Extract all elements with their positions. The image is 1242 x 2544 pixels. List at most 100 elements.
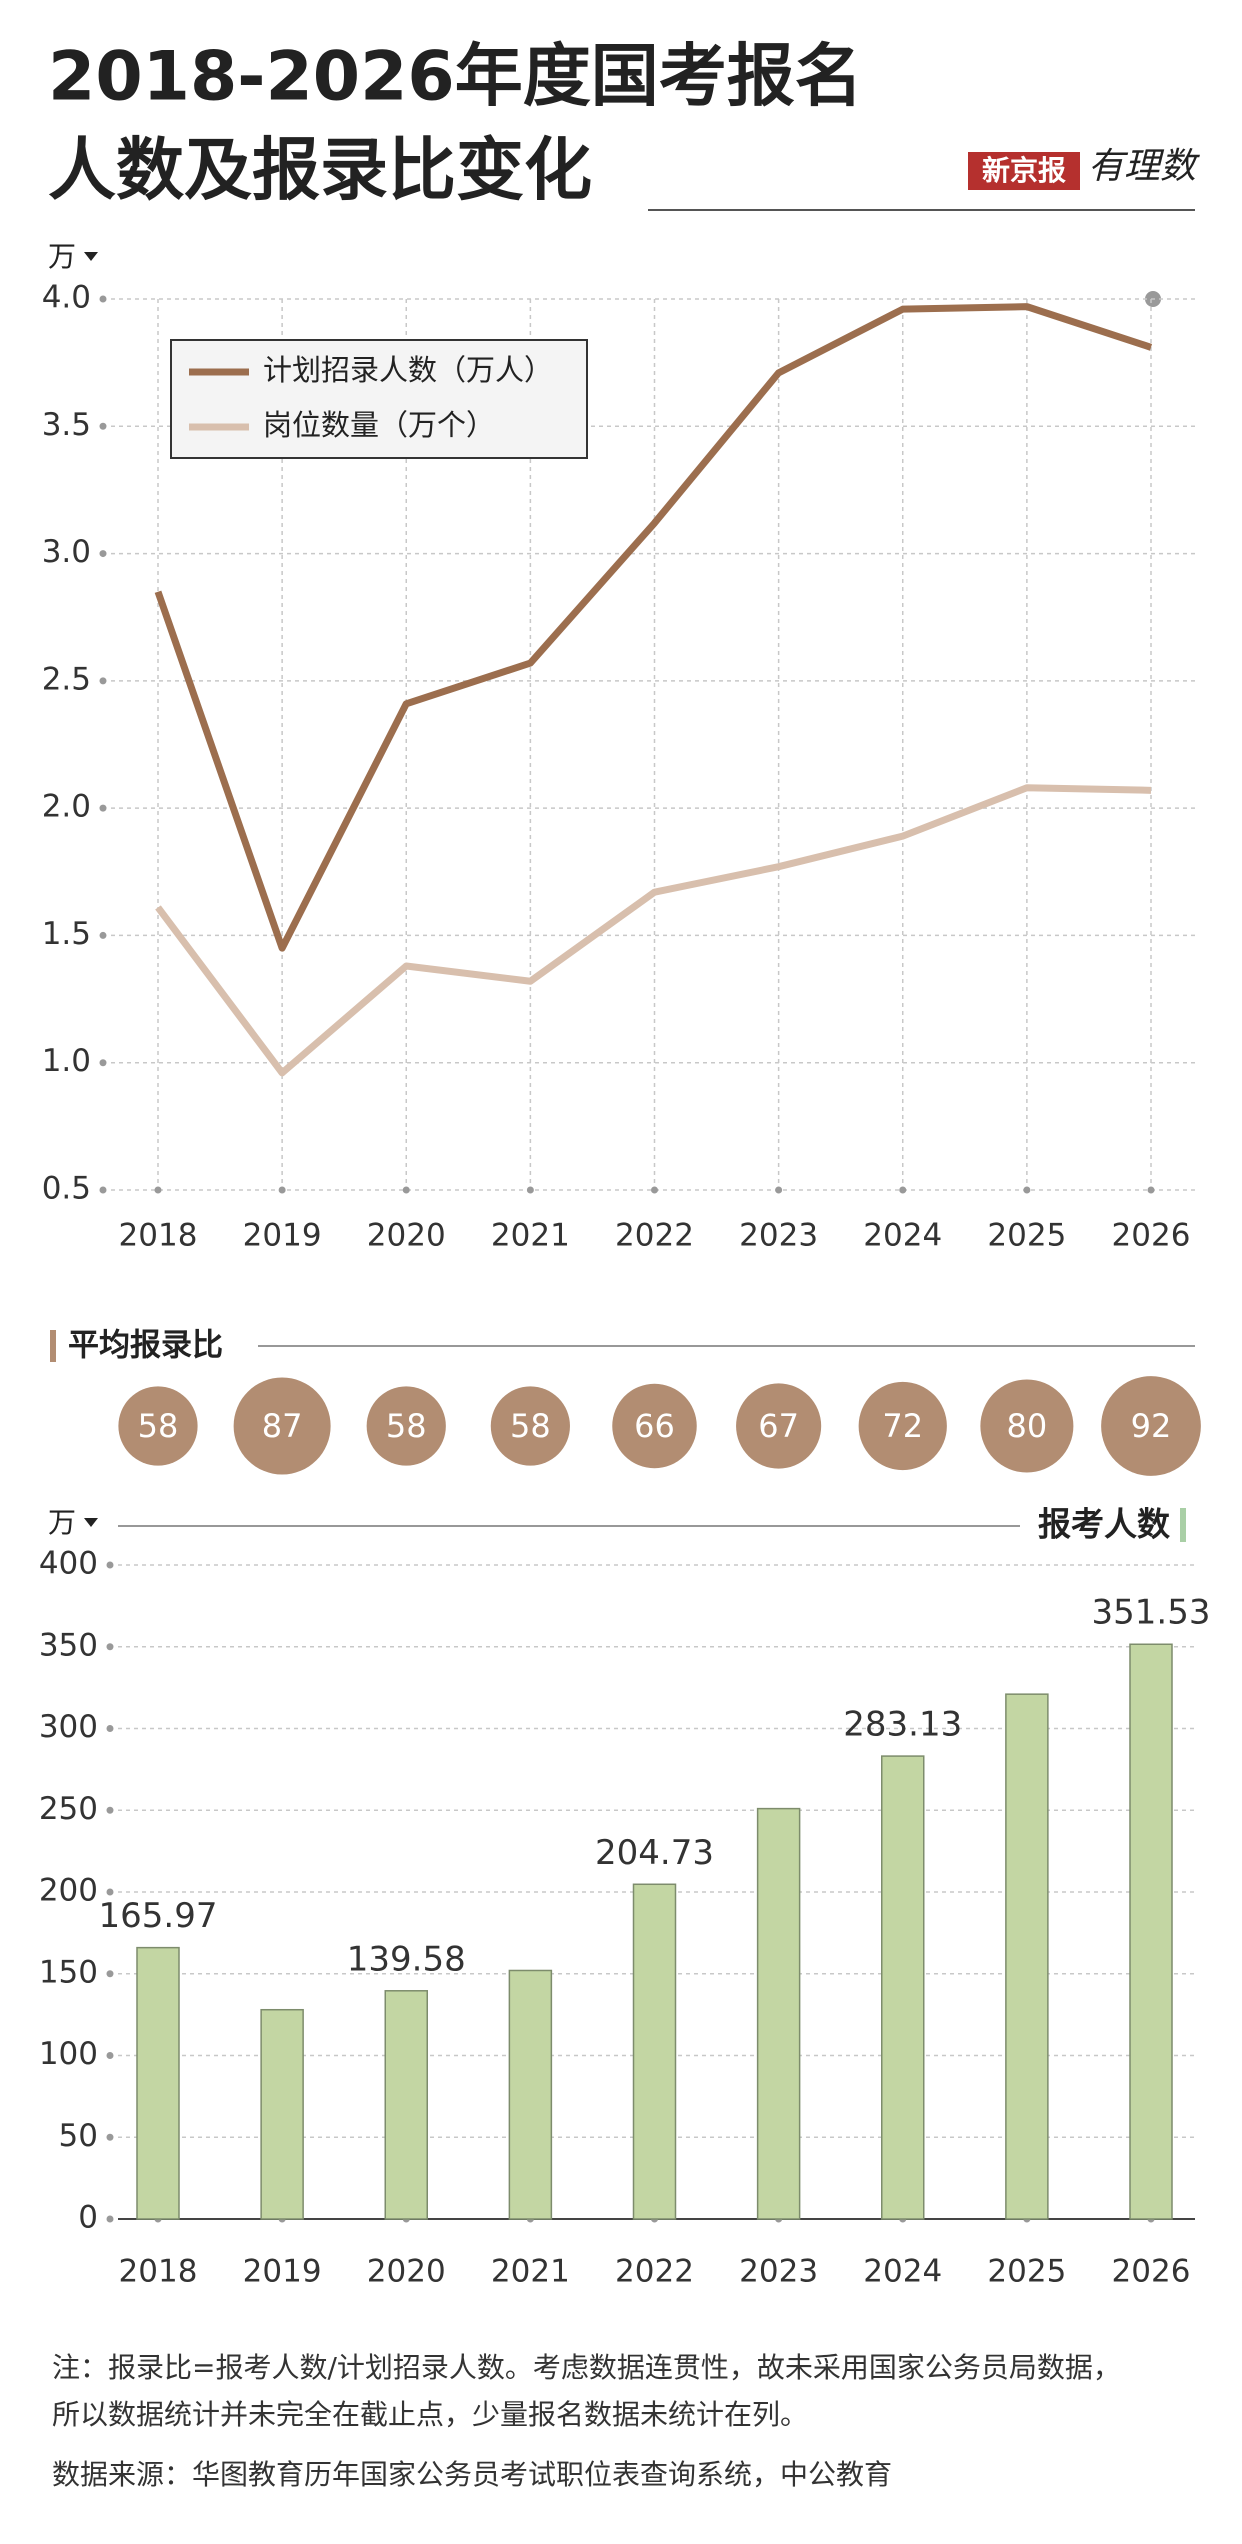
- bubble: [490, 1386, 570, 1466]
- y-tick-label: 150: [39, 1954, 98, 1990]
- bar: [136, 1946, 180, 2220]
- y-tick-label: 0.5: [42, 1171, 91, 1207]
- logo-box: [968, 152, 1080, 190]
- legend-label: 计划招录人数（万人）: [263, 353, 553, 387]
- x-tick-label: 2024: [863, 2254, 942, 2290]
- section-title: 平均报录比: [68, 1328, 223, 1364]
- y-tick-label: 2.5: [42, 661, 91, 697]
- x-tick-label: 2026: [1112, 1218, 1191, 1254]
- y-tick-label: 3.0: [42, 534, 91, 570]
- bubble: [118, 1386, 198, 1466]
- bar: [260, 2008, 304, 2220]
- tick-mark: [526, 1186, 534, 1194]
- tick-mark: [651, 1186, 658, 1194]
- y-unit: 万: [48, 240, 76, 273]
- line: [155, 784, 1152, 1077]
- tick-mark: [99, 550, 107, 558]
- legend-label: 岗位数量（万个）: [263, 408, 495, 442]
- bar: [508, 1969, 553, 2220]
- bubble-label: 58: [386, 1407, 427, 1445]
- bar: [756, 1807, 801, 2220]
- y-tick-label: 300: [39, 1709, 98, 1745]
- x-tick-label: 2020: [367, 1218, 446, 1254]
- bubble-label: 58: [510, 1407, 551, 1445]
- x-tick-label: 2025: [987, 2254, 1066, 2290]
- tick-mark: [278, 1186, 286, 1194]
- unit-arrow: [84, 1518, 98, 1527]
- y-unit: 万: [48, 1506, 76, 1539]
- bar: [632, 1883, 677, 2220]
- bubble-label: 92: [1131, 1407, 1172, 1445]
- x-tick-label: 2018: [119, 2254, 198, 2290]
- bubble-label: 72: [882, 1407, 923, 1445]
- x-tick-label: 2024: [863, 1218, 942, 1254]
- y-tick-label: 4.0: [42, 280, 91, 316]
- unit-arrow: [84, 252, 98, 261]
- x-tick-label: 2025: [987, 1218, 1066, 1254]
- y-tick-label: 50: [59, 2118, 98, 2154]
- tick-mark: [106, 1725, 114, 1732]
- tick-mark: [775, 1186, 783, 1194]
- x-tick-label: 2022: [615, 2254, 694, 2290]
- tick-mark: [106, 2052, 114, 2059]
- value-label: 165.97: [99, 1896, 218, 1936]
- x-tick-label: 2021: [491, 1218, 570, 1254]
- tick-mark: [106, 1643, 114, 1651]
- x-tick-label: 2018: [119, 1218, 198, 1254]
- x-tick-label: 2019: [243, 2254, 322, 2290]
- x-tick-label: 2026: [1112, 2254, 1191, 2290]
- x-tick-label: 2020: [367, 2254, 446, 2290]
- y-tick-label: 400: [39, 1546, 98, 1582]
- tick-mark: [106, 2133, 114, 2141]
- bar: [881, 1755, 925, 2220]
- tick-mark: [106, 1970, 114, 1978]
- note: 所以数据统计并未完全在截止点，少量报名数据未统计在列。: [52, 2398, 808, 2431]
- bubble: [233, 1377, 331, 1475]
- y-tick-label: 2.0: [42, 789, 91, 825]
- tick-mark: [99, 422, 107, 430]
- tick-mark: [154, 1186, 162, 1194]
- tick-mark: [899, 1186, 907, 1194]
- legend-box: [170, 339, 588, 459]
- y-tick-label: 200: [39, 1873, 98, 1909]
- bubble: [858, 1381, 947, 1471]
- tick-mark: [106, 2215, 114, 2223]
- y-tick-label: 100: [39, 2036, 98, 2072]
- title-line: 人数及报录比变化: [48, 132, 592, 211]
- x-tick-label: 2023: [739, 1218, 818, 1254]
- tick-mark: [1147, 1186, 1155, 1194]
- tick-mark: [99, 1059, 107, 1067]
- y-tick-label: 350: [39, 1627, 98, 1663]
- bubble-label: 67: [758, 1407, 799, 1445]
- section-title: 报考人数: [1038, 1505, 1171, 1544]
- tick-mark: [99, 804, 107, 812]
- note: 注：报录比=报考人数/计划招录人数。考虑数据连贯性，故未采用国家公务员局数据，: [52, 2351, 1121, 2384]
- tick-mark: [99, 295, 107, 303]
- y-tick-label: 1.5: [42, 916, 91, 952]
- y-tick-label: 0: [78, 2200, 98, 2236]
- tick-mark: [1023, 1186, 1031, 1194]
- tick-mark: [402, 1186, 410, 1194]
- bubble: [612, 1383, 697, 1469]
- line: [154, 303, 1153, 952]
- x-tick-label: 2022: [615, 1218, 694, 1254]
- bubble: [366, 1386, 446, 1466]
- section-marker: [50, 1330, 56, 1362]
- bar: [1129, 1643, 1173, 2220]
- bubble: [736, 1383, 822, 1469]
- bubble: [980, 1379, 1074, 1473]
- bubble-label: 80: [1007, 1407, 1048, 1445]
- tick-mark: [99, 677, 107, 685]
- value-label: 283.13: [843, 1705, 962, 1745]
- source: 数据来源：华图教育历年国家公务员考试职位表查询系统，中公教育: [52, 2458, 892, 2491]
- logo: 新京报: [982, 154, 1066, 187]
- tick-mark: [99, 931, 107, 939]
- bubble-label: 66: [634, 1407, 675, 1445]
- tick-mark: [106, 1888, 114, 1896]
- y-tick-label: 1.0: [42, 1043, 91, 1079]
- tick-mark: [99, 1186, 107, 1194]
- title-line: 2018-2026年度国考报名: [48, 38, 863, 117]
- x-tick-label: 2019: [243, 1218, 322, 1254]
- bubble-label: 58: [138, 1407, 179, 1445]
